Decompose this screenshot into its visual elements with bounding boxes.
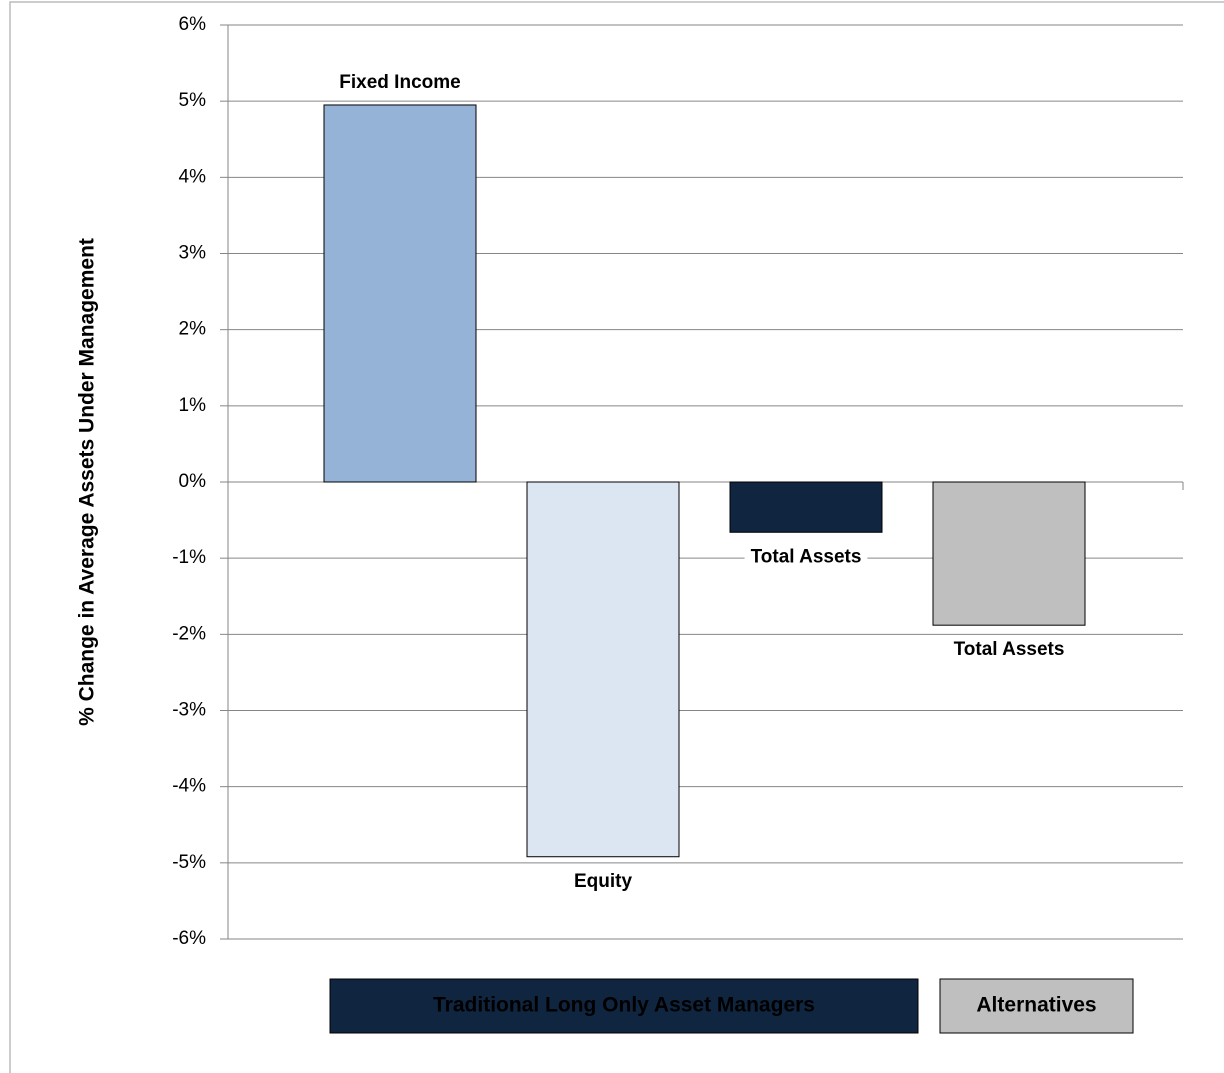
y-tick-label: -2% [172,623,206,644]
bar [729,481,883,533]
y-tick-label: 6% [179,14,207,35]
bar-label: Fixed Income [339,72,460,93]
y-tick-label: 4% [179,166,207,187]
y-tick-label: 5% [179,90,207,111]
bar-label: Total Assets [751,546,862,567]
y-tick-label: -3% [172,700,206,721]
y-tick-label: 3% [179,243,207,264]
label-background [567,870,639,892]
y-tick-label: 1% [179,395,207,416]
label-background [744,546,868,568]
group-label: Alternatives [976,994,1096,1017]
frame [9,1,1224,1073]
y-tick-label: -5% [172,852,206,873]
group-box [329,978,919,1034]
y-tick-label: -6% [172,928,206,949]
bar [932,481,1086,626]
bar [526,481,680,858]
group-label: Traditional Long Only Asset Managers [433,994,815,1017]
label-background [333,71,467,93]
label-background [947,639,1071,661]
bar-label: Equity [574,871,632,892]
y-tick-label: -4% [172,776,206,797]
bar-label: Total Assets [954,639,1065,660]
bar [323,104,477,483]
y-tick-label: -1% [172,547,206,568]
y-tick-label: 2% [179,319,207,340]
y-axis-label: % Change in Average Assets Under Managem… [76,238,99,726]
y-tick-label: 0% [179,471,207,492]
group-box [939,978,1134,1034]
